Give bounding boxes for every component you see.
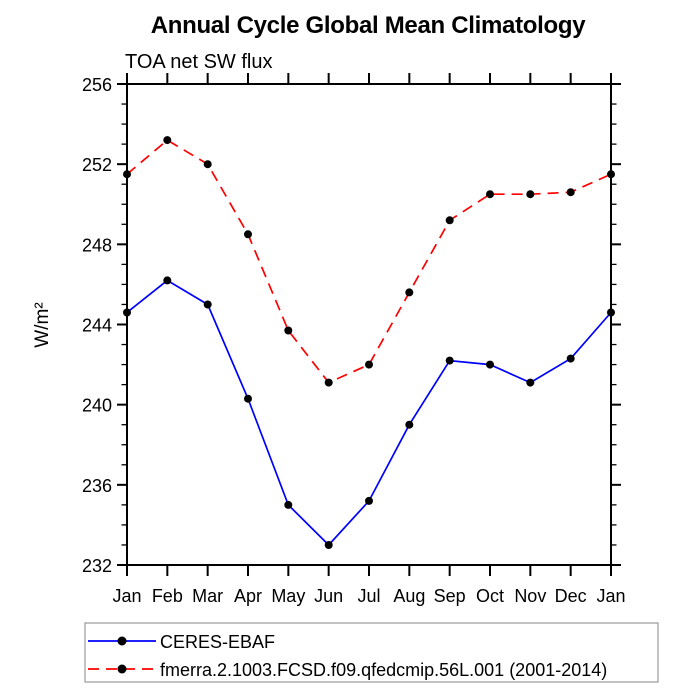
legend-label-fmerra: fmerra.2.1003.FCSD.f09.qfedcmip.56L.001 … — [160, 660, 607, 680]
data-point-marker — [203, 160, 212, 169]
data-point-marker — [123, 308, 131, 317]
data-point-marker — [607, 308, 615, 317]
data-point-marker — [365, 496, 373, 505]
x-tick-label: May — [271, 586, 305, 606]
legend-box: CERES-EBAF fmerra.2.1003.FCSD.f09.qfedcm… — [84, 622, 659, 683]
legend-marker-dot — [117, 636, 127, 646]
legend-label-ceres: CERES-EBAF — [160, 632, 275, 652]
y-tick-label: 256 — [82, 75, 112, 95]
data-point-marker — [244, 230, 252, 239]
legend-marker-dot — [117, 664, 127, 674]
axes: 232 236 240 244 248 252 256 Jan Feb Mar Apr May Jun J… — [82, 73, 626, 606]
y-tick-label: 240 — [82, 396, 112, 416]
x-tick-label: Apr — [234, 586, 262, 606]
x-tick-label: Jul — [357, 586, 380, 606]
x-tick-label: Jan — [112, 586, 141, 606]
x-tick-label: Jan — [596, 586, 625, 606]
data-point-marker — [324, 541, 333, 549]
y-tick-label: 232 — [82, 556, 112, 576]
legend-item-ceres: CERES-EBAF — [88, 632, 275, 652]
y-tick-label: 252 — [82, 155, 112, 175]
data-point-marker — [123, 170, 131, 179]
data-point-marker — [284, 500, 293, 509]
data-point-marker — [607, 170, 615, 179]
data-point-marker — [324, 378, 333, 387]
chart-subtitle: TOA net SW flux — [125, 51, 272, 73]
data-point-marker — [163, 276, 172, 285]
data-point-marker — [445, 356, 454, 365]
x-tick-label: Nov — [514, 586, 546, 606]
data-point-marker — [244, 394, 252, 403]
data-point-marker — [284, 326, 293, 335]
series-lines — [123, 136, 615, 549]
data-point-marker — [566, 354, 575, 363]
x-tick-label: Oct — [476, 586, 504, 606]
data-point-marker — [163, 136, 172, 145]
y-tick-label: 244 — [82, 316, 112, 336]
y-axis-label: W/m² — [32, 302, 53, 347]
data-point-marker — [526, 378, 535, 387]
x-tick-label: Mar — [192, 586, 223, 606]
series-line-0 — [126, 279, 612, 547]
data-point-marker — [526, 190, 535, 199]
chart-title: Annual Cycle Global Mean Climatology — [151, 12, 587, 39]
y-tick-label: 236 — [82, 476, 112, 496]
data-point-marker — [405, 420, 414, 429]
legend-border — [84, 622, 659, 683]
data-point-marker — [405, 288, 414, 297]
data-point-marker — [203, 300, 212, 309]
x-tick-label: Jun — [314, 586, 343, 606]
data-point-marker — [566, 188, 575, 197]
x-tick-label: Aug — [393, 586, 425, 606]
plot-frame — [126, 83, 612, 566]
y-tick-label: 248 — [82, 235, 112, 255]
x-tick-label: Feb — [152, 586, 183, 606]
x-tick-label: Dec — [555, 586, 587, 606]
data-point-marker — [365, 360, 373, 369]
legend-item-fmerra: fmerra.2.1003.FCSD.f09.qfedcmip.56L.001 … — [88, 660, 607, 680]
x-tick-label: Sep — [434, 586, 466, 606]
data-point-marker — [486, 360, 494, 369]
data-point-marker — [486, 190, 494, 199]
data-point-marker — [445, 216, 454, 225]
series-line-1 — [126, 139, 612, 384]
